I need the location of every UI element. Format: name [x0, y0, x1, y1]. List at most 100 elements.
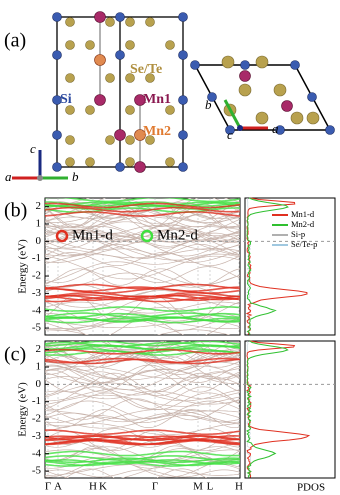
- band: [45, 341, 240, 348]
- band: [45, 343, 240, 365]
- band: [64, 468, 208, 478]
- y-tick-label: -4: [32, 304, 42, 316]
- top-atoms: [190, 55, 335, 135]
- band: [45, 392, 240, 411]
- atom: [52, 12, 62, 22]
- atom: [94, 54, 106, 66]
- atom: [65, 105, 75, 115]
- atom-label: Se/Te: [130, 62, 162, 77]
- band: [45, 286, 240, 292]
- atom: [145, 73, 155, 83]
- atom: [125, 105, 135, 115]
- k-label: H: [89, 481, 97, 493]
- panel-label: (a): [4, 30, 26, 52]
- band: [45, 365, 240, 379]
- bands: [45, 341, 240, 478]
- band: [45, 446, 240, 461]
- band-frame: [44, 340, 241, 479]
- legend-label: Mn2-d: [291, 219, 315, 229]
- band: [45, 464, 240, 476]
- atom: [115, 12, 125, 22]
- band: [45, 348, 240, 355]
- atom: [145, 135, 155, 145]
- band: [45, 386, 240, 410]
- band: [45, 350, 240, 356]
- atom: [65, 40, 75, 50]
- k-label: Γ: [152, 481, 158, 493]
- band: [45, 371, 240, 397]
- atom: [240, 60, 250, 70]
- band: [45, 434, 240, 441]
- atom: [52, 95, 62, 105]
- y-tick-label: 0: [36, 235, 42, 247]
- y-tick-label: -3: [32, 287, 42, 299]
- band: [45, 329, 231, 335]
- axis-label: a: [5, 169, 12, 184]
- y-tick-label: -4: [32, 447, 42, 459]
- atom: [178, 12, 188, 22]
- band: [45, 415, 240, 424]
- y-tick-label: 2: [36, 200, 42, 212]
- atom: [125, 73, 135, 83]
- atom: [221, 55, 235, 69]
- bands: [45, 198, 240, 335]
- atom: [255, 55, 269, 69]
- y-axis-label: Energy (eV): [17, 239, 29, 294]
- panel-label: (c): [4, 344, 26, 366]
- atom: [255, 111, 269, 125]
- band: [45, 283, 240, 290]
- band: [45, 202, 240, 209]
- atom: [115, 50, 125, 60]
- atom-label: Mn2: [143, 124, 171, 139]
- band: [45, 307, 240, 331]
- atom: [52, 162, 62, 172]
- band: [45, 398, 240, 421]
- band: [45, 368, 240, 379]
- atom: [65, 135, 75, 145]
- atom: [207, 92, 217, 102]
- atom-label: Si: [60, 92, 72, 107]
- atom: [165, 40, 175, 50]
- y-axis-label: Energy (eV): [17, 382, 29, 437]
- atom: [85, 105, 95, 115]
- k-label: H: [235, 481, 243, 493]
- legend-label: Se/Te-p: [291, 239, 317, 249]
- atom: [105, 135, 115, 145]
- atom: [125, 157, 135, 167]
- atom: [145, 17, 155, 27]
- band: [45, 294, 240, 300]
- band: [45, 408, 240, 427]
- pdos-label: PDOS: [297, 482, 325, 494]
- side-axes: [12, 150, 68, 181]
- legend-marker: [140, 229, 154, 243]
- y-tick-label: -5: [32, 465, 42, 477]
- atom: [65, 73, 75, 83]
- band: [45, 261, 240, 285]
- pdos-frame: [244, 197, 336, 336]
- band: [45, 364, 240, 383]
- band: [45, 290, 240, 308]
- k-label: K: [99, 481, 107, 493]
- y-tick-label: 1: [36, 218, 42, 230]
- atom: [306, 111, 320, 125]
- atom: [290, 60, 300, 70]
- band: [45, 410, 240, 420]
- atom: [275, 125, 285, 135]
- band: [45, 224, 240, 242]
- band: [45, 248, 240, 259]
- atom: [239, 70, 251, 82]
- atom: [178, 95, 188, 105]
- band: [45, 369, 240, 393]
- band: [45, 225, 240, 237]
- panel-label: (b): [4, 200, 27, 222]
- atom: [273, 83, 287, 97]
- atom: [125, 40, 135, 50]
- band: [45, 450, 240, 457]
- atom: [125, 17, 135, 27]
- k-label: A: [54, 481, 62, 493]
- k-label: Γ: [45, 481, 51, 493]
- band: [45, 372, 240, 393]
- legend-label: Mn2-d: [157, 227, 198, 243]
- band: [45, 266, 240, 283]
